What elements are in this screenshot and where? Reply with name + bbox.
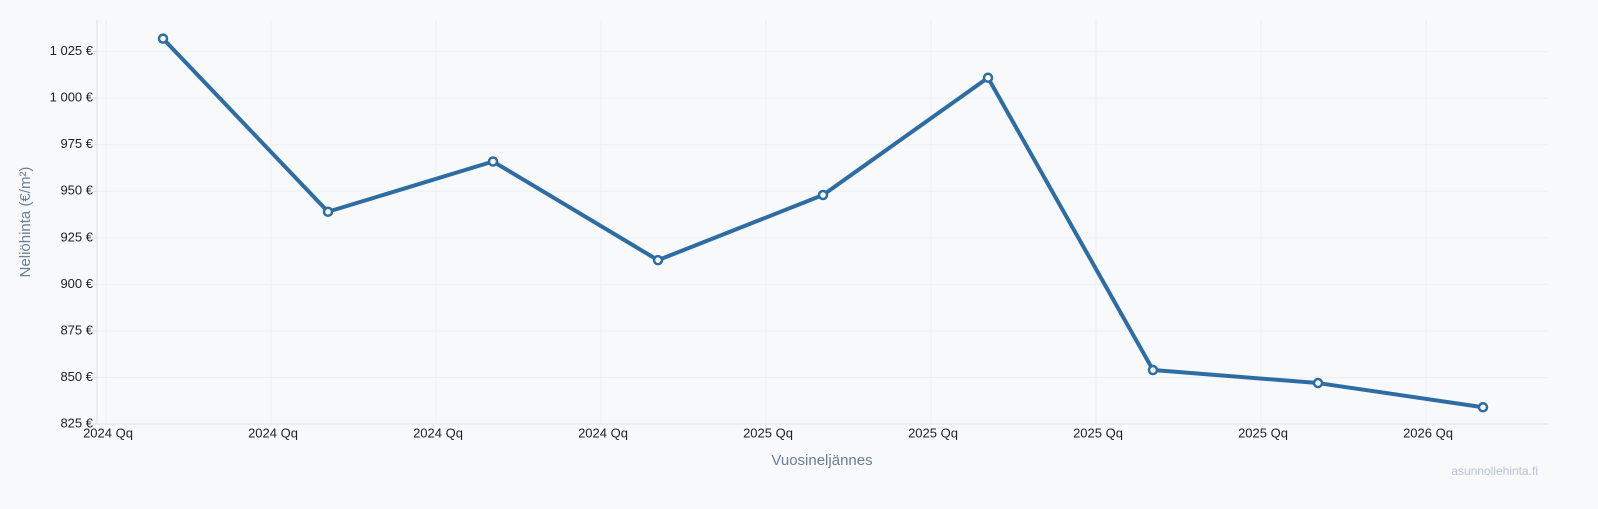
point [322, 206, 334, 218]
x-axis-title: Vuosineljännes [771, 452, 872, 469]
x-tick-label: 2024 Qq [413, 425, 463, 440]
y-tick-label: 850 € [60, 369, 93, 384]
x-tick-label: 2025 Qq [1238, 425, 1288, 440]
x-tick-label: 2025 Qq [1073, 425, 1123, 440]
y-tick-label: 900 € [60, 276, 93, 291]
x-tick-label: 2024 Qq [578, 425, 628, 440]
x-tick-label: 2025 Qq [743, 425, 793, 440]
y-tick-label: 1 025 € [50, 43, 94, 58]
point [1312, 377, 1324, 389]
x-tick-label: 2025 Qq [908, 425, 958, 440]
x-tick-label: 2026 Qq [1403, 425, 1453, 440]
point [157, 33, 169, 44]
y-tick-label: 950 € [60, 183, 93, 198]
y-tick-label: 925 € [60, 229, 93, 244]
point [652, 254, 664, 266]
point [1477, 401, 1489, 413]
y-tick-label: 825 € [60, 415, 93, 430]
x-tick-label: 2024 Qq [248, 425, 298, 440]
y-tick-label: 875 € [60, 322, 93, 337]
point [1147, 364, 1159, 376]
point [817, 189, 829, 201]
y-axis-title: Neliöhinta (€/m²) [17, 167, 34, 278]
watermark: asunnollehinta.fi [1451, 464, 1538, 478]
point [982, 72, 994, 83]
y-tick-label: 1 000 € [50, 90, 94, 105]
x-tick-label: 2024 Qq [83, 425, 133, 440]
y-tick-label: 975 € [60, 136, 93, 151]
point [487, 156, 499, 167]
